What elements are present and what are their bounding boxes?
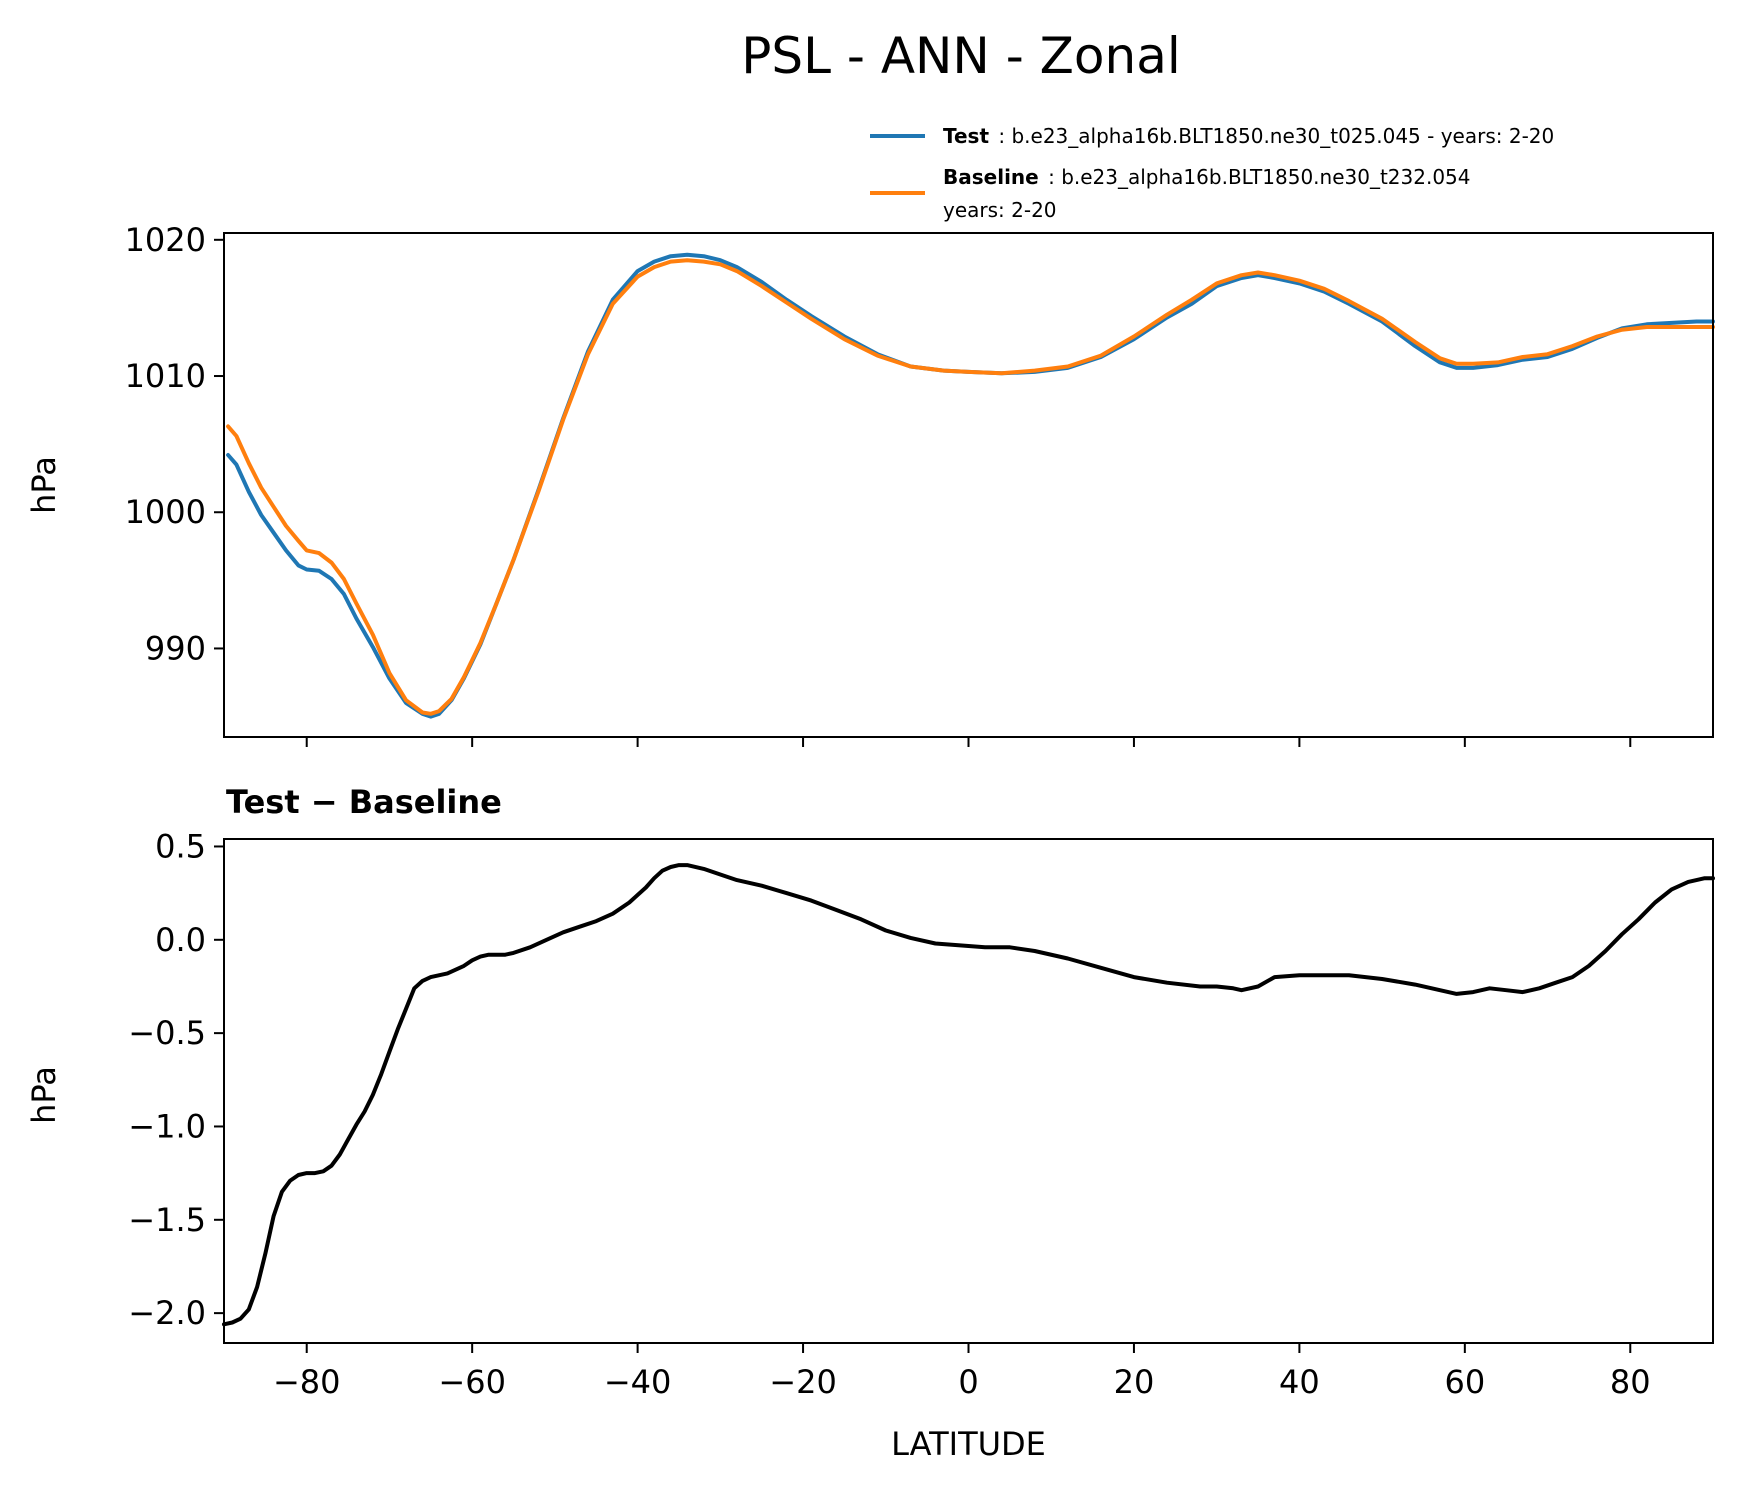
- series-line-difference: [222, 863, 1715, 1327]
- series-line-test: [226, 252, 1715, 719]
- legend-baseline-label: Baseline : b.e23_alpha16b.BLT1850.ne30_t…: [943, 165, 1471, 189]
- y-tick-label: 990: [145, 629, 206, 667]
- legend-baseline-name: Baseline: [943, 165, 1039, 189]
- legend: Test : b.e23_alpha16b.BLT1850.ne30_t025.…: [870, 124, 1554, 222]
- y-tick-label: −1.0: [128, 1107, 206, 1145]
- legend-test-label: Test : b.e23_alpha16b.BLT1850.ne30_t025.…: [943, 124, 1554, 148]
- panel-test-minus-baseline: −2.0 −1.5 −1.0 −0.5 0.0 0.5 −80 −60 −40 −20 0 20 40 6…: [25, 783, 1715, 1463]
- x-tick-label: −60: [438, 1363, 506, 1401]
- y-tick-label: 0.0: [155, 921, 206, 959]
- x-axis-label: LATITUDE: [891, 1425, 1046, 1463]
- legend-baseline-desc: : b.e23_alpha16b.BLT1850.ne30_t232.054: [1048, 165, 1470, 189]
- y-tick-label: −2.0: [128, 1294, 206, 1332]
- y-axis-label: hPa: [25, 456, 63, 514]
- x-tick-label: 40: [1279, 1363, 1320, 1401]
- x-tick-label: 20: [1114, 1363, 1155, 1401]
- x-tick-label: −40: [604, 1363, 672, 1401]
- y-tick-label: 1000: [125, 493, 206, 531]
- x-tick-label: 0: [958, 1363, 978, 1401]
- figure-title: PSL - ANN - Zonal: [741, 27, 1180, 85]
- legend-test-name: Test: [943, 124, 989, 148]
- series-line-baseline: [226, 258, 1715, 716]
- legend-test-desc: : b.e23_alpha16b.BLT1850.ne30_t025.045 -…: [998, 124, 1554, 148]
- panel-zonal-psl: 990 1000 1010 1020 hPa: [25, 221, 1715, 747]
- y-tick-label: 1020: [125, 221, 206, 259]
- x-tick-label: −20: [769, 1363, 837, 1401]
- y-tick-label: −1.5: [128, 1201, 206, 1239]
- y-axis-label: hPa: [25, 1066, 63, 1124]
- legend-baseline-years: years: 2-20: [943, 198, 1057, 222]
- y-tick-label: 0.5: [155, 827, 206, 865]
- panel-title: Test − Baseline: [226, 783, 502, 821]
- x-tick-label: −80: [273, 1363, 341, 1401]
- x-tick-label: 80: [1610, 1363, 1651, 1401]
- y-tick-label: −0.5: [128, 1014, 206, 1052]
- y-tick-label: 1010: [125, 357, 206, 395]
- x-tick-label: 60: [1444, 1363, 1485, 1401]
